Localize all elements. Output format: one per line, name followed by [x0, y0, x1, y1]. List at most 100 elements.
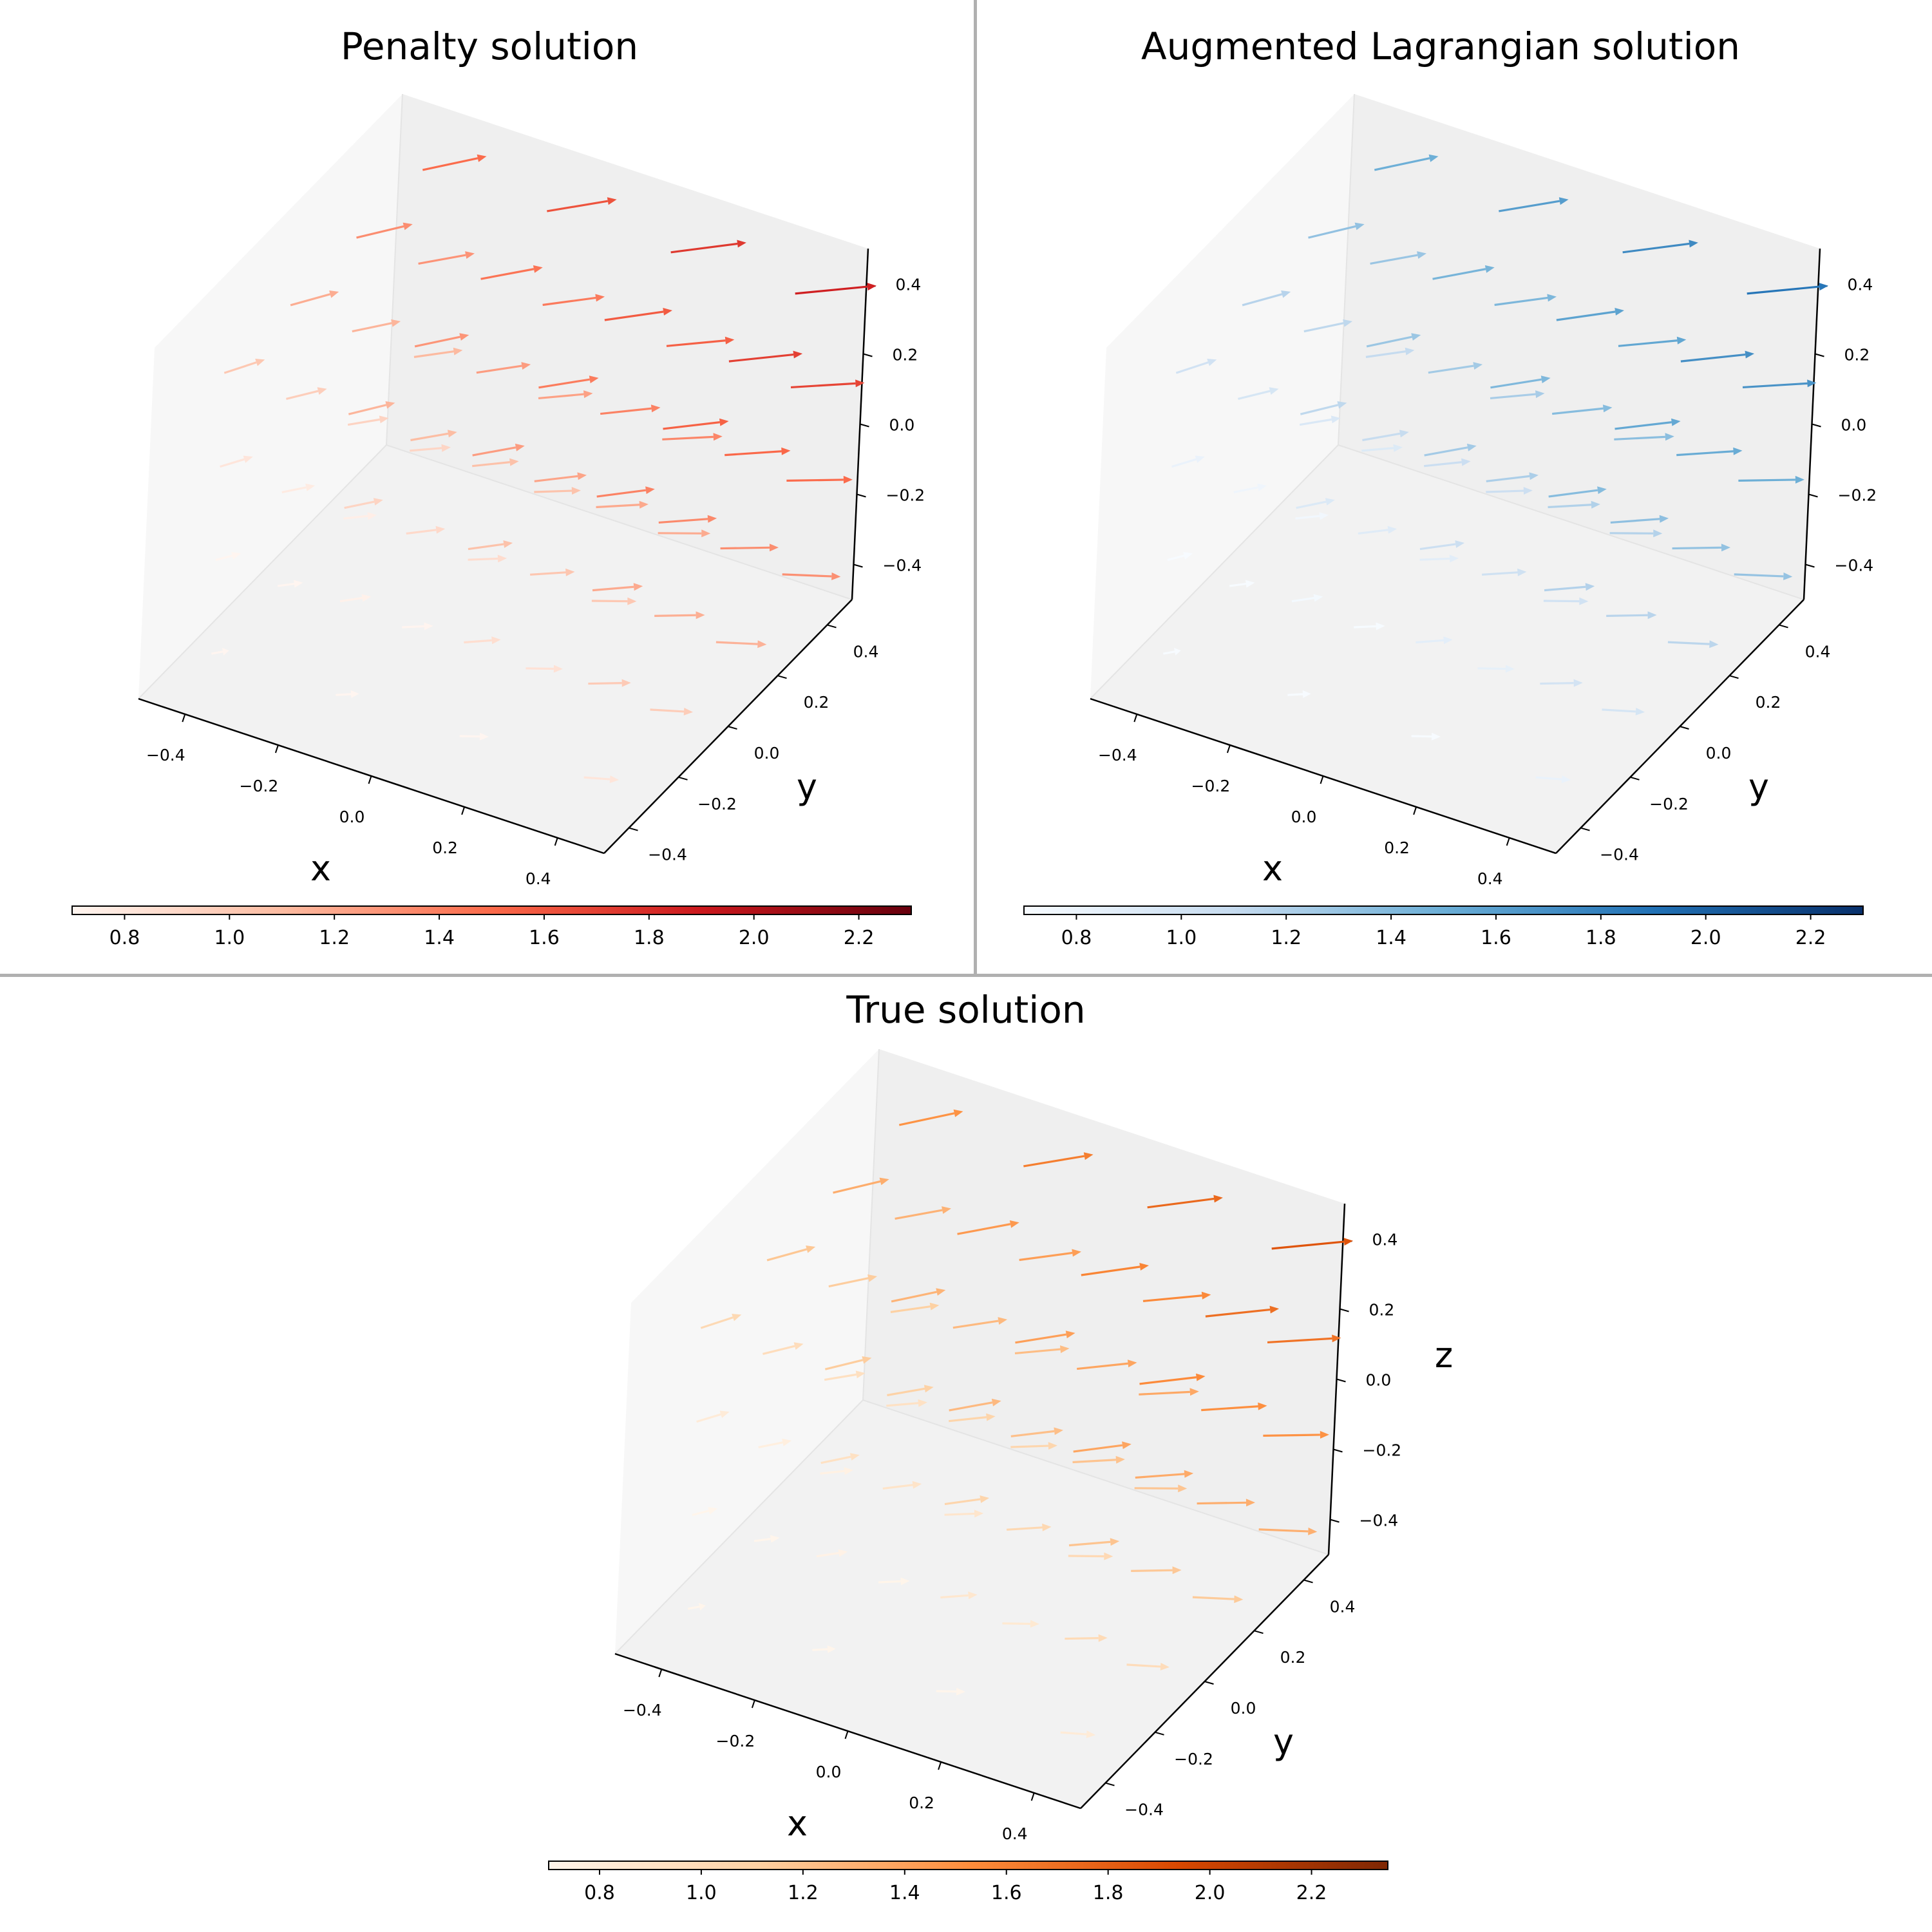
vector-arrow — [472, 443, 525, 457]
vector-arrow — [1023, 1152, 1094, 1168]
arrow-head — [1417, 251, 1426, 259]
vector-arrow — [1072, 1455, 1125, 1464]
arrow-shaft — [1167, 554, 1185, 562]
arrow-head — [867, 283, 876, 291]
arrow-head — [1184, 1470, 1194, 1478]
arrow-shaft — [1142, 1294, 1202, 1302]
arrow-shaft — [1610, 518, 1660, 524]
x-tick-label: 0.0 — [816, 1763, 842, 1781]
arrow-head — [503, 540, 513, 548]
vector-arrow — [1019, 1249, 1081, 1262]
arrow-shaft — [1535, 776, 1562, 781]
arrow-shaft — [944, 1498, 981, 1506]
arrow-shaft — [1486, 489, 1524, 493]
arrow-shaft — [1676, 450, 1734, 457]
arrow-head — [855, 1370, 866, 1379]
arrow-head — [565, 568, 575, 576]
arrow-head — [806, 1245, 816, 1253]
arrow-head — [1399, 430, 1409, 438]
colorbar-tick-label: 1.6 — [991, 1882, 1022, 1904]
vector-arrow — [410, 430, 457, 442]
arrow-shaft — [1147, 1197, 1215, 1209]
arrow-head — [255, 359, 265, 366]
arrow-head — [879, 1177, 889, 1186]
floor-pane — [1090, 445, 1804, 853]
arrow-shaft — [1419, 557, 1450, 561]
y-tick — [1580, 827, 1590, 831]
arrow-shaft — [1358, 529, 1388, 535]
arrow-shaft — [1370, 254, 1418, 265]
vector-arrow — [410, 444, 451, 452]
chart-title: Augmented Lagrangian solution — [1141, 24, 1740, 68]
arrow-shaft — [1362, 432, 1401, 442]
arrow-head — [424, 622, 433, 630]
y-tick — [1729, 675, 1739, 679]
vector-arrow — [600, 404, 661, 415]
x-tick-label: −0.2 — [716, 1732, 755, 1750]
arrow-shaft — [356, 225, 404, 239]
arrow-shaft — [700, 1316, 734, 1329]
y-tick-label: 0.0 — [754, 744, 780, 762]
arrow-shaft — [422, 157, 478, 171]
z-tick-label: 0.0 — [1366, 1371, 1392, 1390]
arrow-shaft — [538, 393, 584, 400]
arrow-head — [1635, 708, 1645, 715]
arrow-shaft — [650, 708, 685, 713]
vector-arrow — [1361, 444, 1403, 452]
arrow-head — [595, 294, 605, 302]
y-tick — [777, 675, 787, 679]
vector-arrow — [944, 1495, 990, 1506]
arrow-head — [1647, 611, 1657, 620]
y-tick-label: −0.2 — [1174, 1750, 1213, 1768]
vector-arrow — [1060, 1730, 1096, 1738]
arrow-shaft — [753, 1537, 771, 1542]
arrow-head — [1313, 594, 1323, 602]
vector-arrow — [1205, 1305, 1280, 1318]
arrow-shaft — [1552, 407, 1604, 415]
arrow-shaft — [1556, 310, 1616, 321]
arrow-shaft — [596, 504, 640, 509]
arrow-shaft — [542, 296, 596, 307]
arrow-head — [1676, 336, 1687, 345]
vector-arrow — [352, 319, 401, 333]
arrow-head — [1281, 290, 1291, 298]
arrow-head — [1354, 222, 1365, 231]
arrow-head — [521, 362, 531, 370]
arrow-shaft — [604, 310, 664, 321]
z-tick — [1333, 1448, 1343, 1453]
vector-arrow — [1192, 1595, 1244, 1604]
back-pane — [863, 1049, 1345, 1555]
arrow-head — [1060, 1345, 1070, 1354]
arrow-head — [1009, 1220, 1019, 1228]
x-tick — [1226, 744, 1231, 753]
arrow-shaft — [1007, 1526, 1043, 1531]
x-tick — [182, 714, 186, 723]
arrow-head — [1196, 1373, 1206, 1381]
arrow-head — [1110, 1538, 1120, 1546]
arrow-head — [793, 1342, 804, 1350]
arrow-shaft — [211, 650, 223, 655]
colorbar-tick-label: 1.4 — [1376, 927, 1406, 949]
vector-arrow — [1548, 500, 1600, 509]
arrow-shaft — [1267, 1337, 1332, 1344]
arrow-shaft — [352, 322, 392, 333]
arrow-head — [980, 1495, 990, 1503]
back-pane — [386, 94, 868, 600]
arrow-head — [683, 708, 693, 715]
arrow-head — [1302, 690, 1311, 698]
vector-arrow — [700, 1314, 742, 1329]
vector-arrow — [895, 1206, 951, 1220]
vector-arrow — [1175, 359, 1217, 374]
vector-arrow — [1263, 1430, 1329, 1439]
arrow-shaft — [344, 500, 375, 509]
arrow-shaft — [944, 1512, 975, 1516]
arrow-shaft — [348, 404, 387, 415]
arrow-head — [1585, 583, 1595, 591]
arrow-head — [1343, 1238, 1353, 1246]
arrow-head — [1376, 622, 1385, 630]
vector-arrow — [1494, 294, 1557, 307]
colorbar-tick-label: 1.8 — [634, 927, 665, 949]
vector-arrow — [898, 1109, 963, 1126]
left-pane — [138, 94, 402, 699]
arrow-head — [956, 1687, 965, 1696]
